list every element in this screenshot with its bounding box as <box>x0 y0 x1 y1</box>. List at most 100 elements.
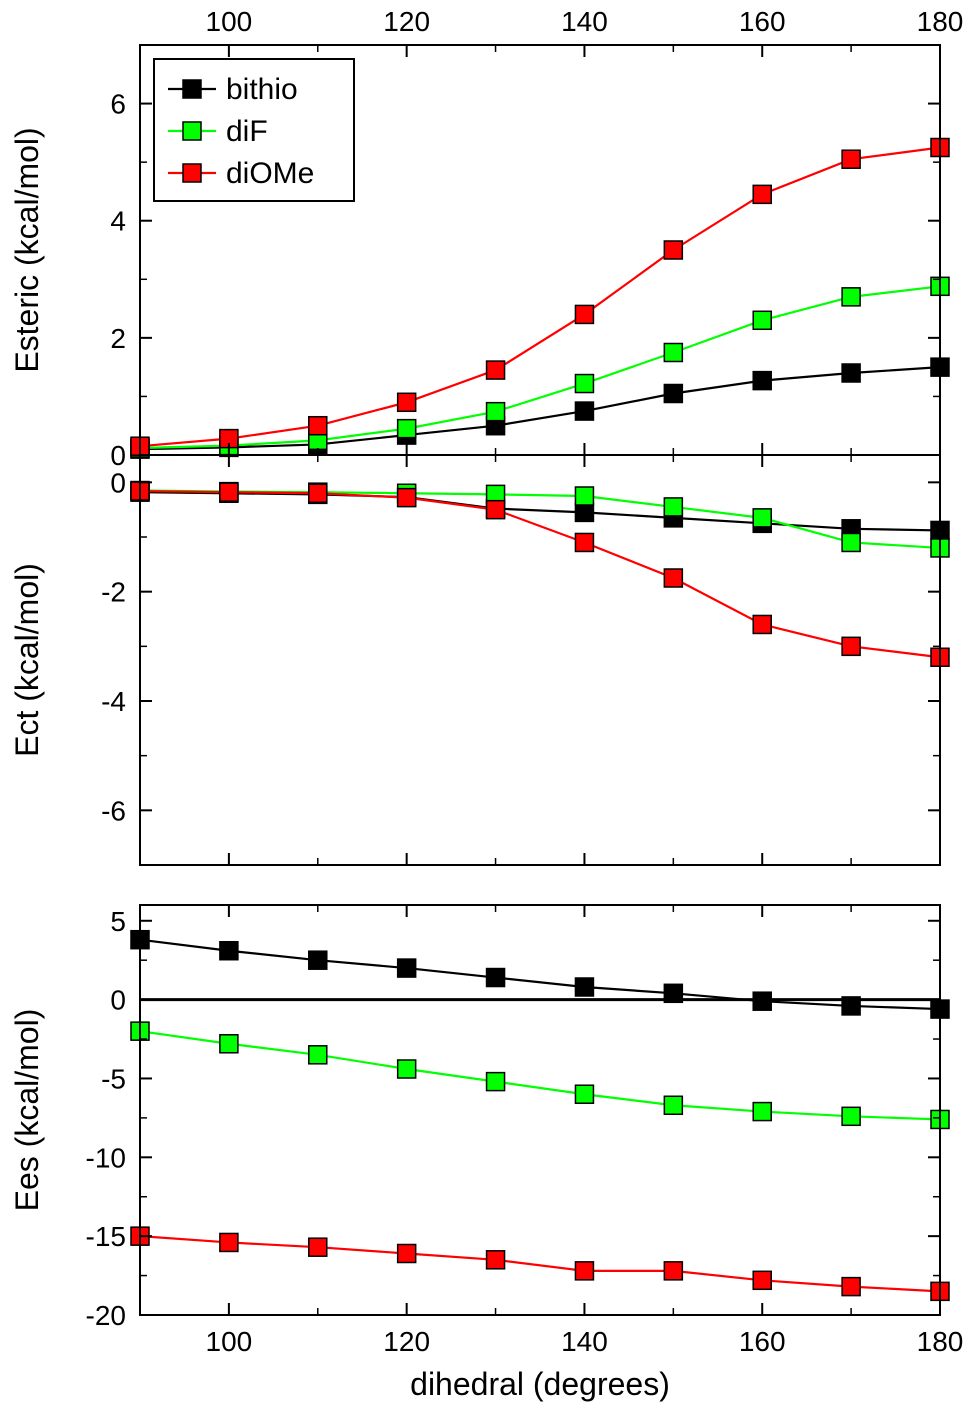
marker-diOMe <box>753 615 771 633</box>
marker-bithio <box>575 978 593 996</box>
xtick-bottom-label: 120 <box>383 1326 430 1357</box>
marker-diOMe <box>220 1233 238 1251</box>
xtick-top-label: 100 <box>206 6 253 37</box>
ytick-label: 0 <box>110 985 126 1016</box>
legend: bithio diF diOMe <box>154 59 354 201</box>
xtick-bottom-label: 160 <box>739 1326 786 1357</box>
marker-diF <box>842 288 860 306</box>
marker-diF <box>753 311 771 329</box>
legend-marker <box>183 164 201 182</box>
series-line-diOMe <box>140 1236 940 1291</box>
marker-diF <box>575 487 593 505</box>
ytick-label: -10 <box>86 1142 126 1173</box>
figure-svg: 0 2 4 6 100 120 140 160 180 Esteric (kcal/mol) 0 -2… <box>0 0 980 1415</box>
ytick-label: 6 <box>110 89 126 120</box>
ytick-label: -5 <box>101 1063 126 1094</box>
xtick-top-label: 180 <box>917 6 964 37</box>
marker-diF <box>575 375 593 393</box>
marker-diOMe <box>842 150 860 168</box>
marker-bithio <box>220 942 238 960</box>
marker-diF <box>220 1035 238 1053</box>
marker-bithio <box>842 997 860 1015</box>
marker-bithio <box>753 992 771 1010</box>
xtick-bottom-label: 140 <box>561 1326 608 1357</box>
marker-diOMe <box>664 241 682 259</box>
ytick-label: -15 <box>86 1221 126 1252</box>
ytick-label: 2 <box>110 323 126 354</box>
panel-frame <box>140 455 940 865</box>
series-line-diF <box>140 1031 940 1119</box>
ytick-label: 4 <box>110 206 126 237</box>
series-line-diF <box>140 286 940 448</box>
marker-diOMe <box>309 1238 327 1256</box>
marker-diOMe <box>309 484 327 502</box>
ytick-label: -6 <box>101 795 126 826</box>
marker-diOMe <box>487 501 505 519</box>
marker-diF <box>753 1103 771 1121</box>
legend-label: diF <box>226 115 268 148</box>
marker-bithio <box>487 969 505 987</box>
marker-bithio <box>753 372 771 390</box>
marker-diOMe <box>398 393 416 411</box>
legend-label: bithio <box>226 73 298 106</box>
marker-bithio <box>398 959 416 977</box>
marker-diOMe <box>753 185 771 203</box>
marker-diF <box>309 1046 327 1064</box>
marker-diF <box>664 498 682 516</box>
marker-diF <box>487 403 505 421</box>
marker-diF <box>842 533 860 551</box>
panel-esteric: 0246100120140160180Esteric (kcal/mol) <box>9 6 963 471</box>
marker-diF <box>753 509 771 527</box>
marker-bithio <box>575 402 593 420</box>
xtick-bottom-label: 100 <box>206 1326 253 1357</box>
marker-bithio <box>664 385 682 403</box>
ytick-label: -2 <box>101 577 126 608</box>
marker-diF <box>842 1107 860 1125</box>
marker-diOMe <box>664 1262 682 1280</box>
series-line-diF <box>140 491 940 548</box>
marker-diF <box>664 344 682 362</box>
series-line-bithio <box>140 367 940 449</box>
figure-container: 0 2 4 6 100 120 140 160 180 Esteric (kcal/mol) 0 -2… <box>0 0 980 1415</box>
marker-diF <box>664 1096 682 1114</box>
marker-diOMe <box>220 483 238 501</box>
marker-diOMe <box>487 1251 505 1269</box>
marker-diOMe <box>753 1271 771 1289</box>
marker-diF <box>487 1073 505 1091</box>
marker-diOMe <box>575 1262 593 1280</box>
marker-diOMe <box>842 1278 860 1296</box>
panel-ees: 5 0 -5 -10 -15 -20 100 120 140 160 180 Ees (kcal/mo… <box>9 905 963 1357</box>
ylabel-ees: Ees (kcal/mol) <box>9 1009 45 1212</box>
marker-bithio <box>842 364 860 382</box>
ytick-label: -4 <box>101 686 126 717</box>
marker-diF <box>398 420 416 438</box>
marker-bithio <box>664 984 682 1002</box>
ytick-label: 0 <box>110 467 126 498</box>
marker-diOMe <box>575 533 593 551</box>
marker-bithio <box>309 951 327 969</box>
series-line-bithio <box>140 492 940 530</box>
legend-marker <box>183 122 201 140</box>
xtick-top-label: 140 <box>561 6 608 37</box>
marker-diOMe <box>398 1245 416 1263</box>
ytick-label: 5 <box>110 906 126 937</box>
xtick-bottom-label: 180 <box>917 1326 964 1357</box>
marker-diF <box>575 1085 593 1103</box>
marker-diOMe <box>842 637 860 655</box>
series-line-diOMe <box>140 491 940 657</box>
ytick-label: -20 <box>86 1300 126 1331</box>
ylabel-ect: Ect (kcal/mol) <box>9 563 45 757</box>
marker-diOMe <box>309 417 327 435</box>
marker-diF <box>398 1060 416 1078</box>
panel-frame <box>140 905 940 1315</box>
marker-bithio <box>575 503 593 521</box>
marker-diOMe <box>664 569 682 587</box>
legend-marker <box>183 80 201 98</box>
marker-diOMe <box>575 305 593 323</box>
xtick-top-label: 160 <box>739 6 786 37</box>
ylabel-esteric: Esteric (kcal/mol) <box>9 127 45 372</box>
panel-ect: 0 -2 -4 -6 Ect (kcal/mol) <box>9 455 949 865</box>
marker-diOMe <box>487 361 505 379</box>
xlabel: dihedral (degrees) <box>410 1366 670 1402</box>
legend-label: diOMe <box>226 157 314 190</box>
